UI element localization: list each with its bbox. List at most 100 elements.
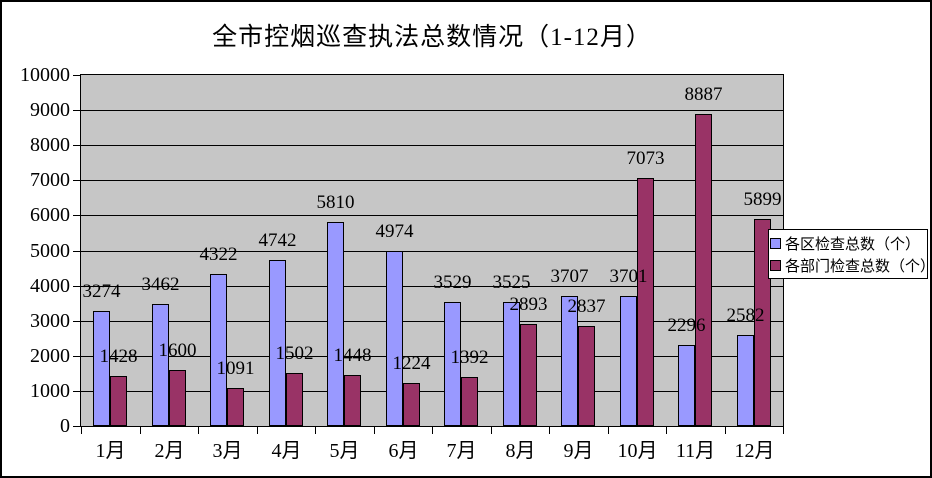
- y-axis-tick-label: 0: [60, 415, 70, 437]
- bar: [444, 302, 461, 426]
- bar-value-label: 2296: [667, 315, 706, 336]
- x-axis-tick: [198, 427, 199, 434]
- bar: [169, 370, 186, 426]
- x-axis-category-label: 5月: [329, 440, 360, 462]
- bar-value-label: 3529: [433, 272, 472, 293]
- y-axis-tick-label: 9000: [30, 99, 70, 121]
- bar: [578, 326, 595, 426]
- x-axis-tick: [374, 427, 375, 434]
- bar: [152, 304, 169, 426]
- bar-value-label: 5810: [316, 192, 355, 213]
- x-axis-category-label: 8月: [505, 440, 536, 462]
- y-axis-tick-label: 1000: [30, 380, 70, 402]
- x-axis-category-label: 2月: [154, 440, 185, 462]
- y-axis-tick: [73, 145, 80, 146]
- bar: [269, 260, 286, 426]
- legend: 各区检查总数（个） 各部门检查总数（个）: [768, 229, 928, 279]
- gridline: [81, 145, 783, 146]
- y-axis-tick-label: 5000: [30, 240, 70, 262]
- x-axis-category-label: 10月: [617, 440, 658, 462]
- bar-value-label: 4742: [258, 230, 297, 251]
- bar-value-label: 1091: [216, 358, 255, 379]
- x-axis-tick: [491, 427, 492, 434]
- y-axis-tick: [73, 251, 80, 252]
- x-axis-tick: [549, 427, 550, 434]
- bar-value-label: 2837: [567, 296, 606, 317]
- x-axis-category-label: 6月: [388, 440, 419, 462]
- legend-label: 各区检查总数（个）: [785, 236, 921, 253]
- bar-value-label: 2582: [726, 305, 765, 326]
- bar-value-label: 1224: [392, 353, 431, 374]
- bar-value-label: 3525: [492, 272, 531, 293]
- bar-value-label: 5899: [743, 189, 782, 210]
- x-axis-tick: [257, 427, 258, 434]
- legend-swatch-department-series: [770, 259, 781, 271]
- y-axis-tick: [73, 286, 80, 287]
- bar-value-label: 3707: [550, 266, 589, 287]
- y-axis-tick-label: 3000: [30, 310, 70, 332]
- x-axis-tick: [81, 427, 82, 434]
- gridline: [81, 391, 783, 392]
- legend-item: 各区检查总数（个）: [770, 232, 927, 254]
- x-axis-category-label: 9月: [563, 440, 594, 462]
- bar: [678, 345, 695, 426]
- bar-value-label: 7073: [626, 148, 665, 169]
- legend-swatch-district-series: [770, 237, 781, 249]
- gridline: [81, 286, 783, 287]
- x-axis-tick: [725, 427, 726, 434]
- bar-value-label: 1502: [275, 343, 314, 364]
- bar: [737, 335, 754, 426]
- bar: [327, 222, 344, 426]
- x-axis-category-label: 1月: [95, 440, 126, 462]
- bar: [403, 383, 420, 426]
- bar: [110, 376, 127, 426]
- legend-label: 各部门检查总数（个）: [785, 258, 928, 275]
- bar-value-label: 4322: [199, 244, 238, 265]
- y-axis-tick: [73, 180, 80, 181]
- x-axis-category-label: 11月: [675, 440, 716, 462]
- bar: [461, 377, 478, 426]
- y-axis-tick-label: 7000: [30, 169, 70, 191]
- x-axis-tick: [666, 427, 667, 434]
- x-axis-tick: [140, 427, 141, 434]
- y-axis-tick: [73, 110, 80, 111]
- legend-item: 各部门检查总数（个）: [770, 254, 927, 276]
- x-axis-category-label: 3月: [212, 440, 243, 462]
- x-axis-tick: [783, 427, 784, 434]
- bar-value-label: 2893: [509, 294, 548, 315]
- gridline: [81, 180, 783, 181]
- x-axis-tick: [608, 427, 609, 434]
- y-axis-tick-label: 10000: [20, 64, 70, 86]
- x-axis-category-label: 7月: [446, 440, 477, 462]
- bar-value-label: 1600: [158, 340, 197, 361]
- bar: [210, 274, 227, 426]
- bar: [754, 219, 771, 426]
- bar: [503, 302, 520, 426]
- gridline: [81, 321, 783, 322]
- bar: [620, 296, 637, 426]
- gridline: [81, 110, 783, 111]
- bar: [520, 324, 537, 426]
- y-axis-tick-label: 4000: [30, 275, 70, 297]
- bar: [386, 251, 403, 426]
- plot-area: 3274 1428 3462 1600 4322 1091 4742 1502 5810 1448…: [80, 74, 784, 427]
- bar: [286, 373, 303, 426]
- y-axis-tick: [73, 215, 80, 216]
- y-axis-tick: [73, 391, 80, 392]
- bar-value-label: 1448: [333, 345, 372, 366]
- chart-title: 全市控烟巡查执法总数情况（1-12月）: [212, 24, 652, 51]
- x-axis-category-label: 4月: [271, 440, 302, 462]
- gridline: [81, 251, 783, 252]
- y-axis-tick: [73, 321, 80, 322]
- bar-value-label: 3701: [609, 266, 648, 287]
- x-axis-tick: [315, 427, 316, 434]
- gridline: [81, 215, 783, 216]
- bar: [695, 114, 712, 426]
- bar-value-label: 1392: [450, 347, 489, 368]
- bar-value-label: 1428: [99, 346, 138, 367]
- bar-value-label: 8887: [684, 84, 723, 105]
- bar: [637, 178, 654, 426]
- bar: [561, 296, 578, 426]
- bar-value-label: 3462: [141, 274, 180, 295]
